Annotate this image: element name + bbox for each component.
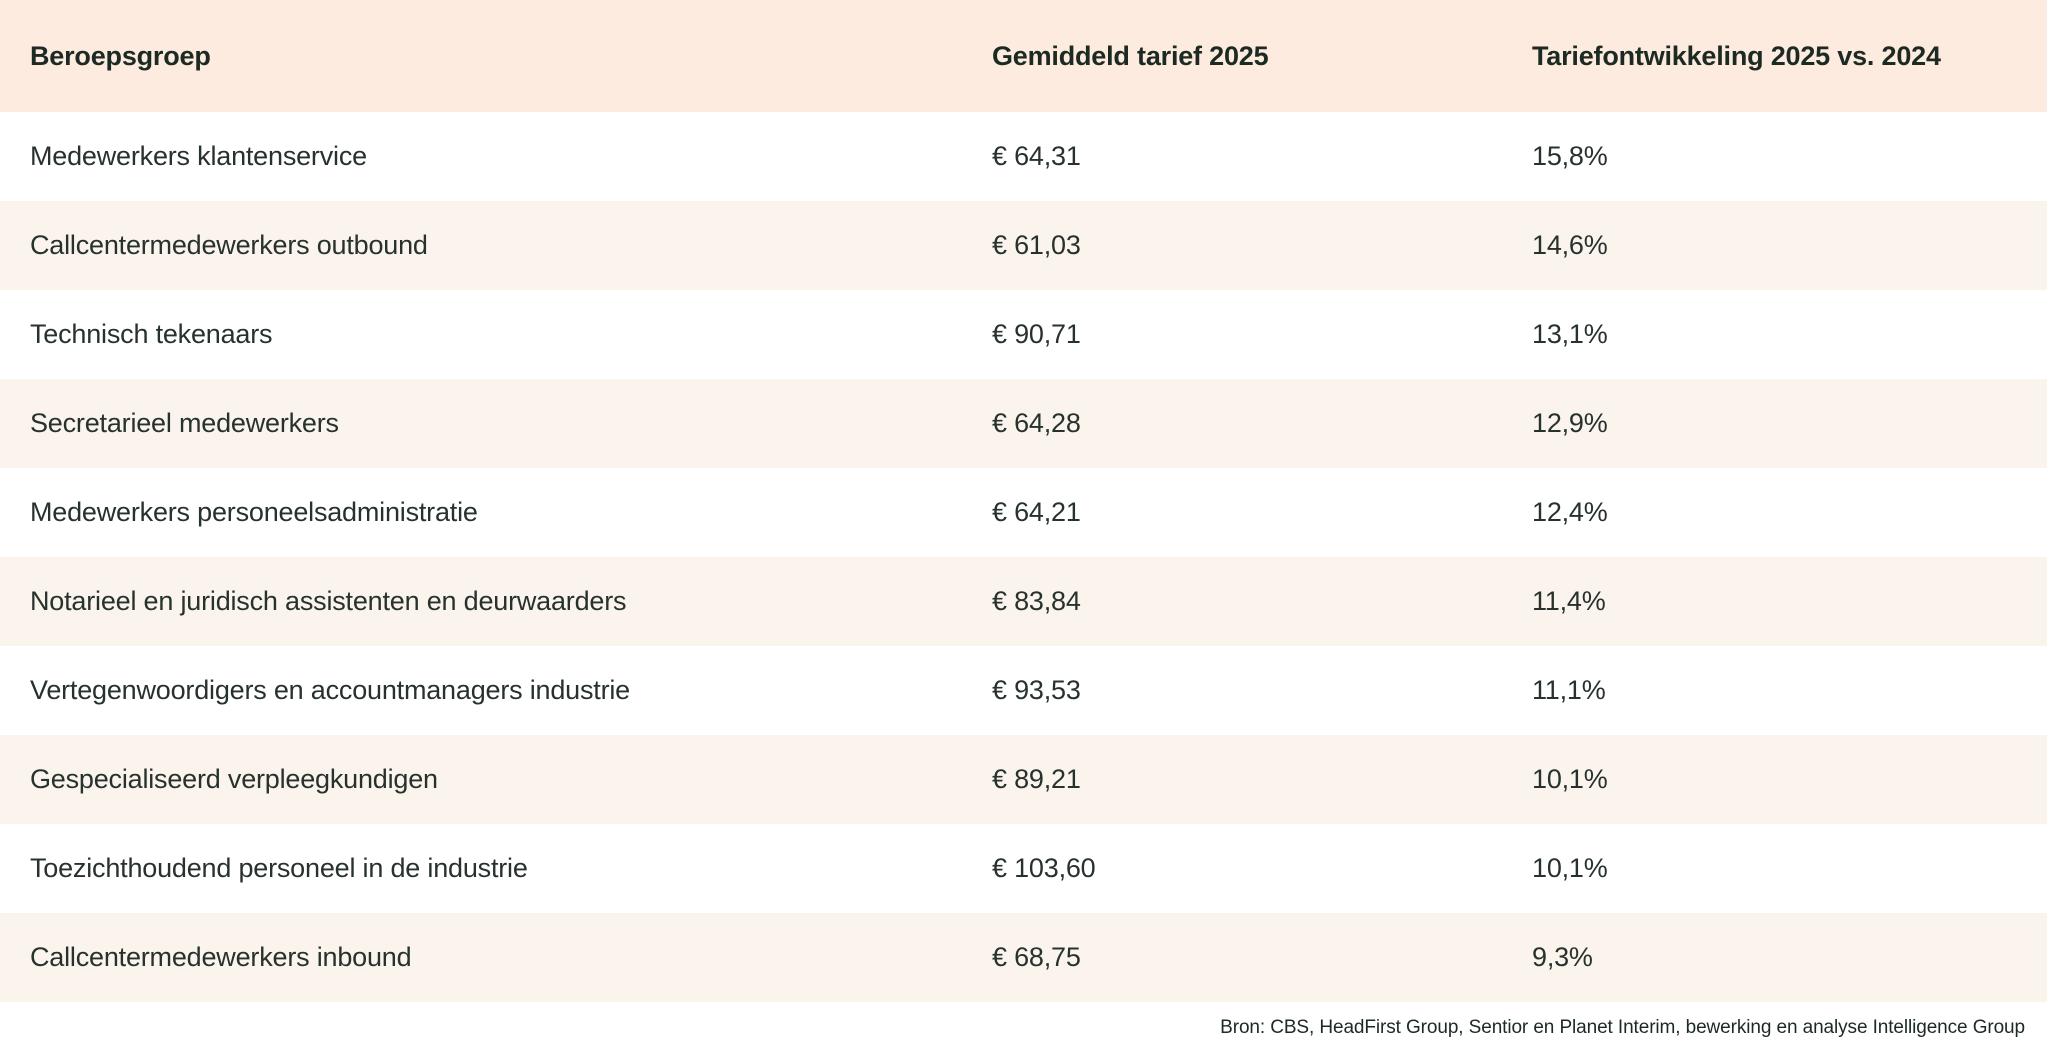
cell-beroepsgroep: Toezichthoudend personeel in de industri… (30, 853, 528, 883)
cell-beroepsgroep: Medewerkers personeelsadministratie (30, 497, 478, 527)
cell-tarief: € 89,21 (992, 764, 1081, 794)
cell-ontwikkeling: 9,3% (1532, 942, 1593, 972)
cell-beroepsgroep: Technisch tekenaars (30, 319, 273, 349)
cell-tarief: € 103,60 (992, 853, 1096, 883)
table-row: Callcentermedewerkers outbound € 61,03 1… (0, 201, 2047, 290)
cell-ontwikkeling: 10,1% (1532, 764, 1608, 794)
cell-ontwikkeling: 13,1% (1532, 319, 1608, 349)
cell-tarief: € 68,75 (992, 942, 1081, 972)
cell-beroepsgroep: Vertegenwoordigers en accountmanagers in… (30, 675, 630, 705)
cell-ontwikkeling: 10,1% (1532, 853, 1608, 883)
column-header-tariefontwikkeling: Tariefontwikkeling 2025 vs. 2024 (1532, 40, 1941, 71)
cell-tarief: € 64,21 (992, 497, 1081, 527)
table-row: Technisch tekenaars € 90,71 13,1% (0, 290, 2047, 379)
cell-tarief: € 93,53 (992, 675, 1081, 705)
cell-ontwikkeling: 12,9% (1532, 408, 1608, 438)
cell-beroepsgroep: Notarieel en juridisch assistenten en de… (30, 586, 627, 616)
table-row: Vertegenwoordigers en accountmanagers in… (0, 646, 2047, 735)
cell-beroepsgroep: Gespecialiseerd verpleegkundigen (30, 764, 438, 794)
cell-tarief: € 90,71 (992, 319, 1081, 349)
table-row: Toezichthoudend personeel in de industri… (0, 824, 2047, 913)
cell-beroepsgroep: Callcentermedewerkers inbound (30, 942, 412, 972)
table-header-row: Beroepsgroep Gemiddeld tarief 2025 Tarie… (0, 0, 2047, 112)
cell-ontwikkeling: 15,8% (1532, 141, 1608, 171)
table-row: Medewerkers personeelsadministratie € 64… (0, 468, 2047, 557)
cell-ontwikkeling: 14,6% (1532, 230, 1608, 260)
cell-ontwikkeling: 11,4% (1532, 586, 1606, 616)
cell-ontwikkeling: 12,4% (1532, 497, 1608, 527)
table-footer: Bron: CBS, HeadFirst Group, Sentior en P… (0, 1002, 2047, 1054)
cell-beroepsgroep: Callcentermedewerkers outbound (30, 230, 428, 260)
table-row: Gespecialiseerd verpleegkundigen € 89,21… (0, 735, 2047, 824)
source-note: Bron: CBS, HeadFirst Group, Sentior en P… (1220, 1017, 2025, 1038)
cell-tarief: € 83,84 (992, 586, 1081, 616)
cell-beroepsgroep: Medewerkers klantenservice (30, 141, 367, 171)
column-header-gemiddeld-tarief: Gemiddeld tarief 2025 (992, 40, 1269, 71)
table-body: Medewerkers klantenservice € 64,31 15,8%… (0, 112, 2047, 1002)
table-row: Notarieel en juridisch assistenten en de… (0, 557, 2047, 646)
cell-tarief: € 64,31 (992, 141, 1081, 171)
cell-ontwikkeling: 11,1% (1532, 675, 1606, 705)
table-row: Medewerkers klantenservice € 64,31 15,8% (0, 112, 2047, 201)
cell-beroepsgroep: Secretarieel medewerkers (30, 408, 339, 438)
cell-tarief: € 61,03 (992, 230, 1081, 260)
table-row: Secretarieel medewerkers € 64,28 12,9% (0, 379, 2047, 468)
table-row: Callcentermedewerkers inbound € 68,75 9,… (0, 913, 2047, 1002)
cell-tarief: € 64,28 (992, 408, 1081, 438)
column-header-beroepsgroep: Beroepsgroep (30, 40, 211, 71)
